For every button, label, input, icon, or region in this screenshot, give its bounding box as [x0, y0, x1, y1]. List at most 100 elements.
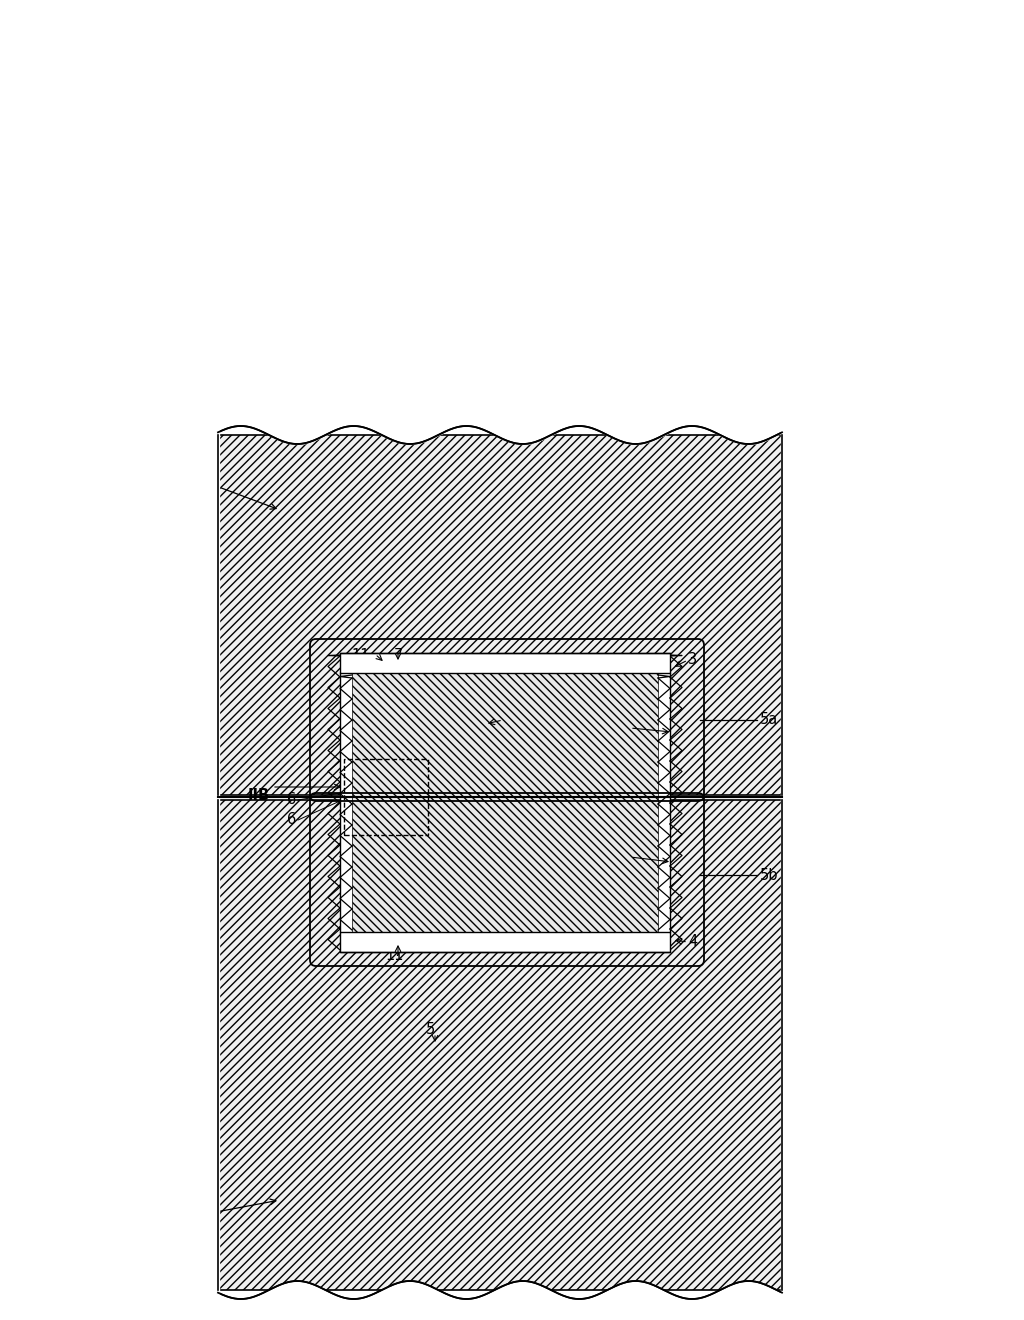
- Text: Filed:: Filed:: [75, 333, 109, 346]
- Text: 11: 11: [386, 949, 404, 964]
- Bar: [377, 12, 379, 62]
- Bar: [430, 12, 433, 62]
- Bar: [566, 12, 568, 62]
- Bar: [349, 12, 351, 62]
- Bar: [540, 12, 543, 62]
- Text: M: M: [496, 780, 508, 795]
- Text: connecting to such carbon electrodes. The internal thread or: connecting to such carbon electrodes. Th…: [500, 360, 872, 374]
- Text: 000091, filed on Jan. 8, 2007.: 000091, filed on Jan. 8, 2007.: [75, 381, 261, 393]
- Text: H05B 7/06: H05B 7/06: [545, 252, 611, 265]
- Text: Foreign Application Priority Data: Foreign Application Priority Data: [555, 162, 785, 176]
- Bar: [455, 12, 458, 62]
- Bar: [355, 12, 358, 62]
- Text: Montminy: Montminy: [60, 124, 154, 143]
- Bar: [509, 12, 511, 62]
- Bar: [716, 12, 718, 62]
- Bar: [518, 12, 521, 62]
- Bar: [527, 12, 530, 62]
- Text: THREADED PIN, CARBON ELECTRODE,: THREADED PIN, CARBON ELECTRODE,: [75, 162, 338, 176]
- Text: Jul. 14, 2008: Jul. 14, 2008: [148, 333, 237, 346]
- Bar: [385, 12, 387, 62]
- Bar: [371, 12, 373, 62]
- Bar: [679, 12, 682, 62]
- Text: SGL CARBON AG, Wiesbaden: SGL CARBON AG, Wiesbaden: [148, 277, 349, 290]
- Text: (DE): (DE): [148, 290, 178, 304]
- Text: thread to be mated with a threaded pin having at least one: thread to be mated with a threaded pin h…: [500, 335, 864, 348]
- Text: Jan. 12, 2006: Jan. 12, 2006: [530, 182, 612, 195]
- Bar: [470, 12, 473, 62]
- Bar: [711, 12, 714, 62]
- Text: 10: 10: [502, 847, 520, 862]
- Text: (63): (63): [32, 368, 57, 381]
- Bar: [344, 759, 428, 836]
- Text: (54): (54): [32, 162, 57, 176]
- Bar: [340, 653, 670, 673]
- Text: (10) Pub. No.:: (10) Pub. No.:: [453, 103, 548, 117]
- Text: Inventor:: Inventor:: [75, 198, 131, 211]
- Text: 5a: 5a: [760, 713, 778, 727]
- Text: (2006.01): (2006.01): [660, 238, 721, 251]
- Bar: [397, 12, 399, 62]
- Text: P O BOX 2480: P O BOX 2480: [75, 242, 172, 253]
- Bar: [507, 12, 509, 62]
- Text: 6: 6: [287, 792, 296, 808]
- Text: provided with non-load bearing abutment thread windings.: provided with non-load bearing abutment …: [500, 387, 862, 400]
- Text: 4: 4: [688, 935, 697, 949]
- Bar: [335, 12, 337, 62]
- Bar: [573, 12, 577, 62]
- Text: 3: 3: [688, 652, 697, 668]
- Text: U.S. Cl.: U.S. Cl.: [545, 279, 596, 290]
- Bar: [620, 12, 622, 62]
- Text: (75): (75): [32, 198, 57, 211]
- Bar: [340, 932, 670, 952]
- Text: Assignee:: Assignee:: [75, 277, 135, 290]
- Bar: [458, 12, 460, 62]
- Text: Publication Classification: Publication Classification: [555, 205, 731, 216]
- Text: ..............................: ..............................: [648, 182, 768, 195]
- Bar: [701, 12, 703, 62]
- Bar: [402, 12, 406, 62]
- Text: LERNER GREENBERG STEMER LLP: LERNER GREENBERG STEMER LLP: [75, 228, 309, 242]
- Bar: [490, 12, 492, 62]
- Bar: [674, 12, 676, 62]
- Bar: [344, 12, 346, 62]
- Text: 8: 8: [630, 850, 639, 865]
- Text: US 2008/0304537 A1: US 2008/0304537 A1: [548, 100, 742, 117]
- Text: Correspondence Address:: Correspondence Address:: [75, 215, 226, 228]
- Text: IIB: IIB: [248, 788, 270, 803]
- Bar: [622, 12, 625, 62]
- Text: external thread of the carbon electrodes and/or the pins are: external thread of the carbon electrodes…: [500, 374, 869, 387]
- Text: AND ELECTRODE ASSEMBLY: AND ELECTRODE ASSEMBLY: [75, 176, 268, 187]
- Bar: [687, 12, 689, 62]
- Text: H05B 7/14: H05B 7/14: [545, 238, 611, 251]
- Bar: [352, 673, 658, 932]
- Text: (73): (73): [32, 277, 57, 290]
- Text: (21): (21): [32, 315, 57, 329]
- Bar: [522, 12, 524, 62]
- Bar: [427, 12, 429, 62]
- Text: 6: 6: [287, 813, 296, 828]
- Text: (51): (51): [500, 222, 525, 235]
- Bar: [341, 12, 343, 62]
- Text: 06 000 601.2: 06 000 601.2: [785, 182, 868, 195]
- Text: (22): (22): [32, 333, 57, 346]
- Text: 373/92; 373/91: 373/92; 373/91: [785, 279, 881, 290]
- Bar: [411, 12, 413, 62]
- Bar: [568, 12, 571, 62]
- Text: (30): (30): [500, 162, 525, 176]
- Text: ..........................................: ........................................…: [600, 279, 768, 290]
- Bar: [664, 12, 668, 62]
- Text: (12): (12): [28, 103, 63, 117]
- Text: Appl. No.:: Appl. No.:: [75, 315, 136, 329]
- Bar: [655, 12, 658, 62]
- Bar: [571, 12, 573, 62]
- Bar: [550, 12, 553, 62]
- Bar: [449, 12, 452, 62]
- Bar: [513, 12, 515, 62]
- Text: 8: 8: [630, 721, 639, 735]
- Text: Carbon electrodes have at least one socket with an internal: Carbon electrodes have at least one sock…: [500, 322, 866, 335]
- Bar: [352, 673, 658, 932]
- Text: (2006.01): (2006.01): [660, 252, 721, 265]
- Bar: [463, 12, 465, 62]
- Text: United States: United States: [60, 81, 221, 100]
